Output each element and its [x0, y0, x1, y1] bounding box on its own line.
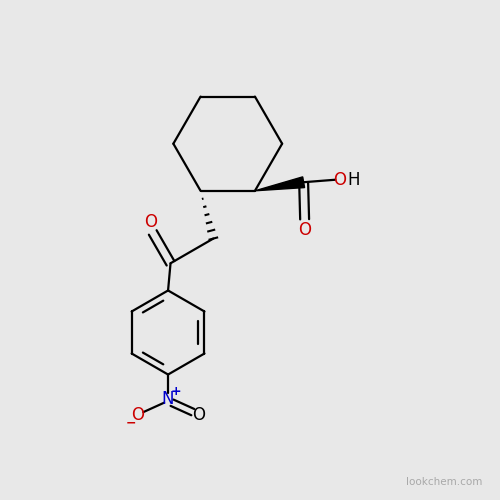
Polygon shape	[255, 177, 304, 191]
Text: −: −	[125, 417, 136, 430]
Text: lookchem.com: lookchem.com	[406, 478, 482, 488]
Text: O: O	[131, 406, 144, 424]
Text: N: N	[162, 390, 174, 408]
Text: H: H	[348, 170, 360, 188]
Text: +: +	[170, 385, 181, 398]
Text: O: O	[144, 212, 157, 230]
Text: O: O	[332, 170, 345, 188]
Text: O: O	[298, 221, 311, 239]
Text: O: O	[192, 406, 205, 424]
